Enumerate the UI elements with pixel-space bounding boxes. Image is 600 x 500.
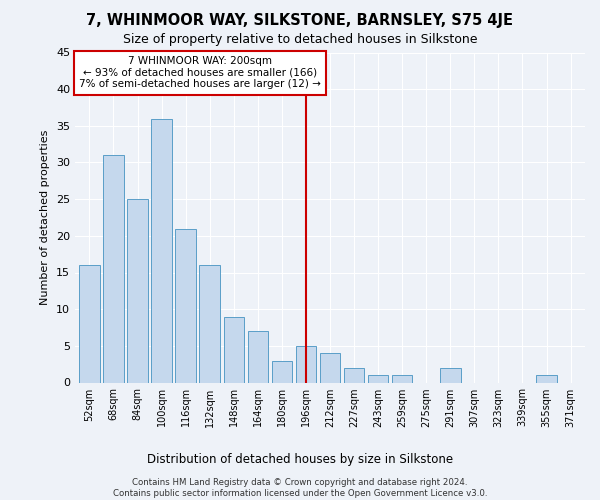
Bar xyxy=(272,360,292,382)
Bar xyxy=(79,265,100,382)
Bar xyxy=(392,375,412,382)
Bar xyxy=(151,118,172,382)
Text: Contains HM Land Registry data © Crown copyright and database right 2024.
Contai: Contains HM Land Registry data © Crown c… xyxy=(113,478,487,498)
Text: 7 WHINMOOR WAY: 200sqm
← 93% of detached houses are smaller (166)
7% of semi-det: 7 WHINMOOR WAY: 200sqm ← 93% of detached… xyxy=(79,56,321,90)
Bar xyxy=(320,353,340,382)
Text: Distribution of detached houses by size in Silkstone: Distribution of detached houses by size … xyxy=(147,452,453,466)
Bar xyxy=(440,368,461,382)
Bar xyxy=(248,331,268,382)
Bar xyxy=(127,199,148,382)
Bar xyxy=(103,155,124,382)
Bar xyxy=(296,346,316,383)
Bar xyxy=(175,228,196,382)
Text: 7, WHINMOOR WAY, SILKSTONE, BARNSLEY, S75 4JE: 7, WHINMOOR WAY, SILKSTONE, BARNSLEY, S7… xyxy=(86,12,514,28)
Y-axis label: Number of detached properties: Number of detached properties xyxy=(40,130,50,305)
Bar xyxy=(536,375,557,382)
Bar xyxy=(344,368,364,382)
Bar xyxy=(224,316,244,382)
Bar xyxy=(368,375,388,382)
Text: Size of property relative to detached houses in Silkstone: Size of property relative to detached ho… xyxy=(123,32,477,46)
Bar xyxy=(199,265,220,382)
